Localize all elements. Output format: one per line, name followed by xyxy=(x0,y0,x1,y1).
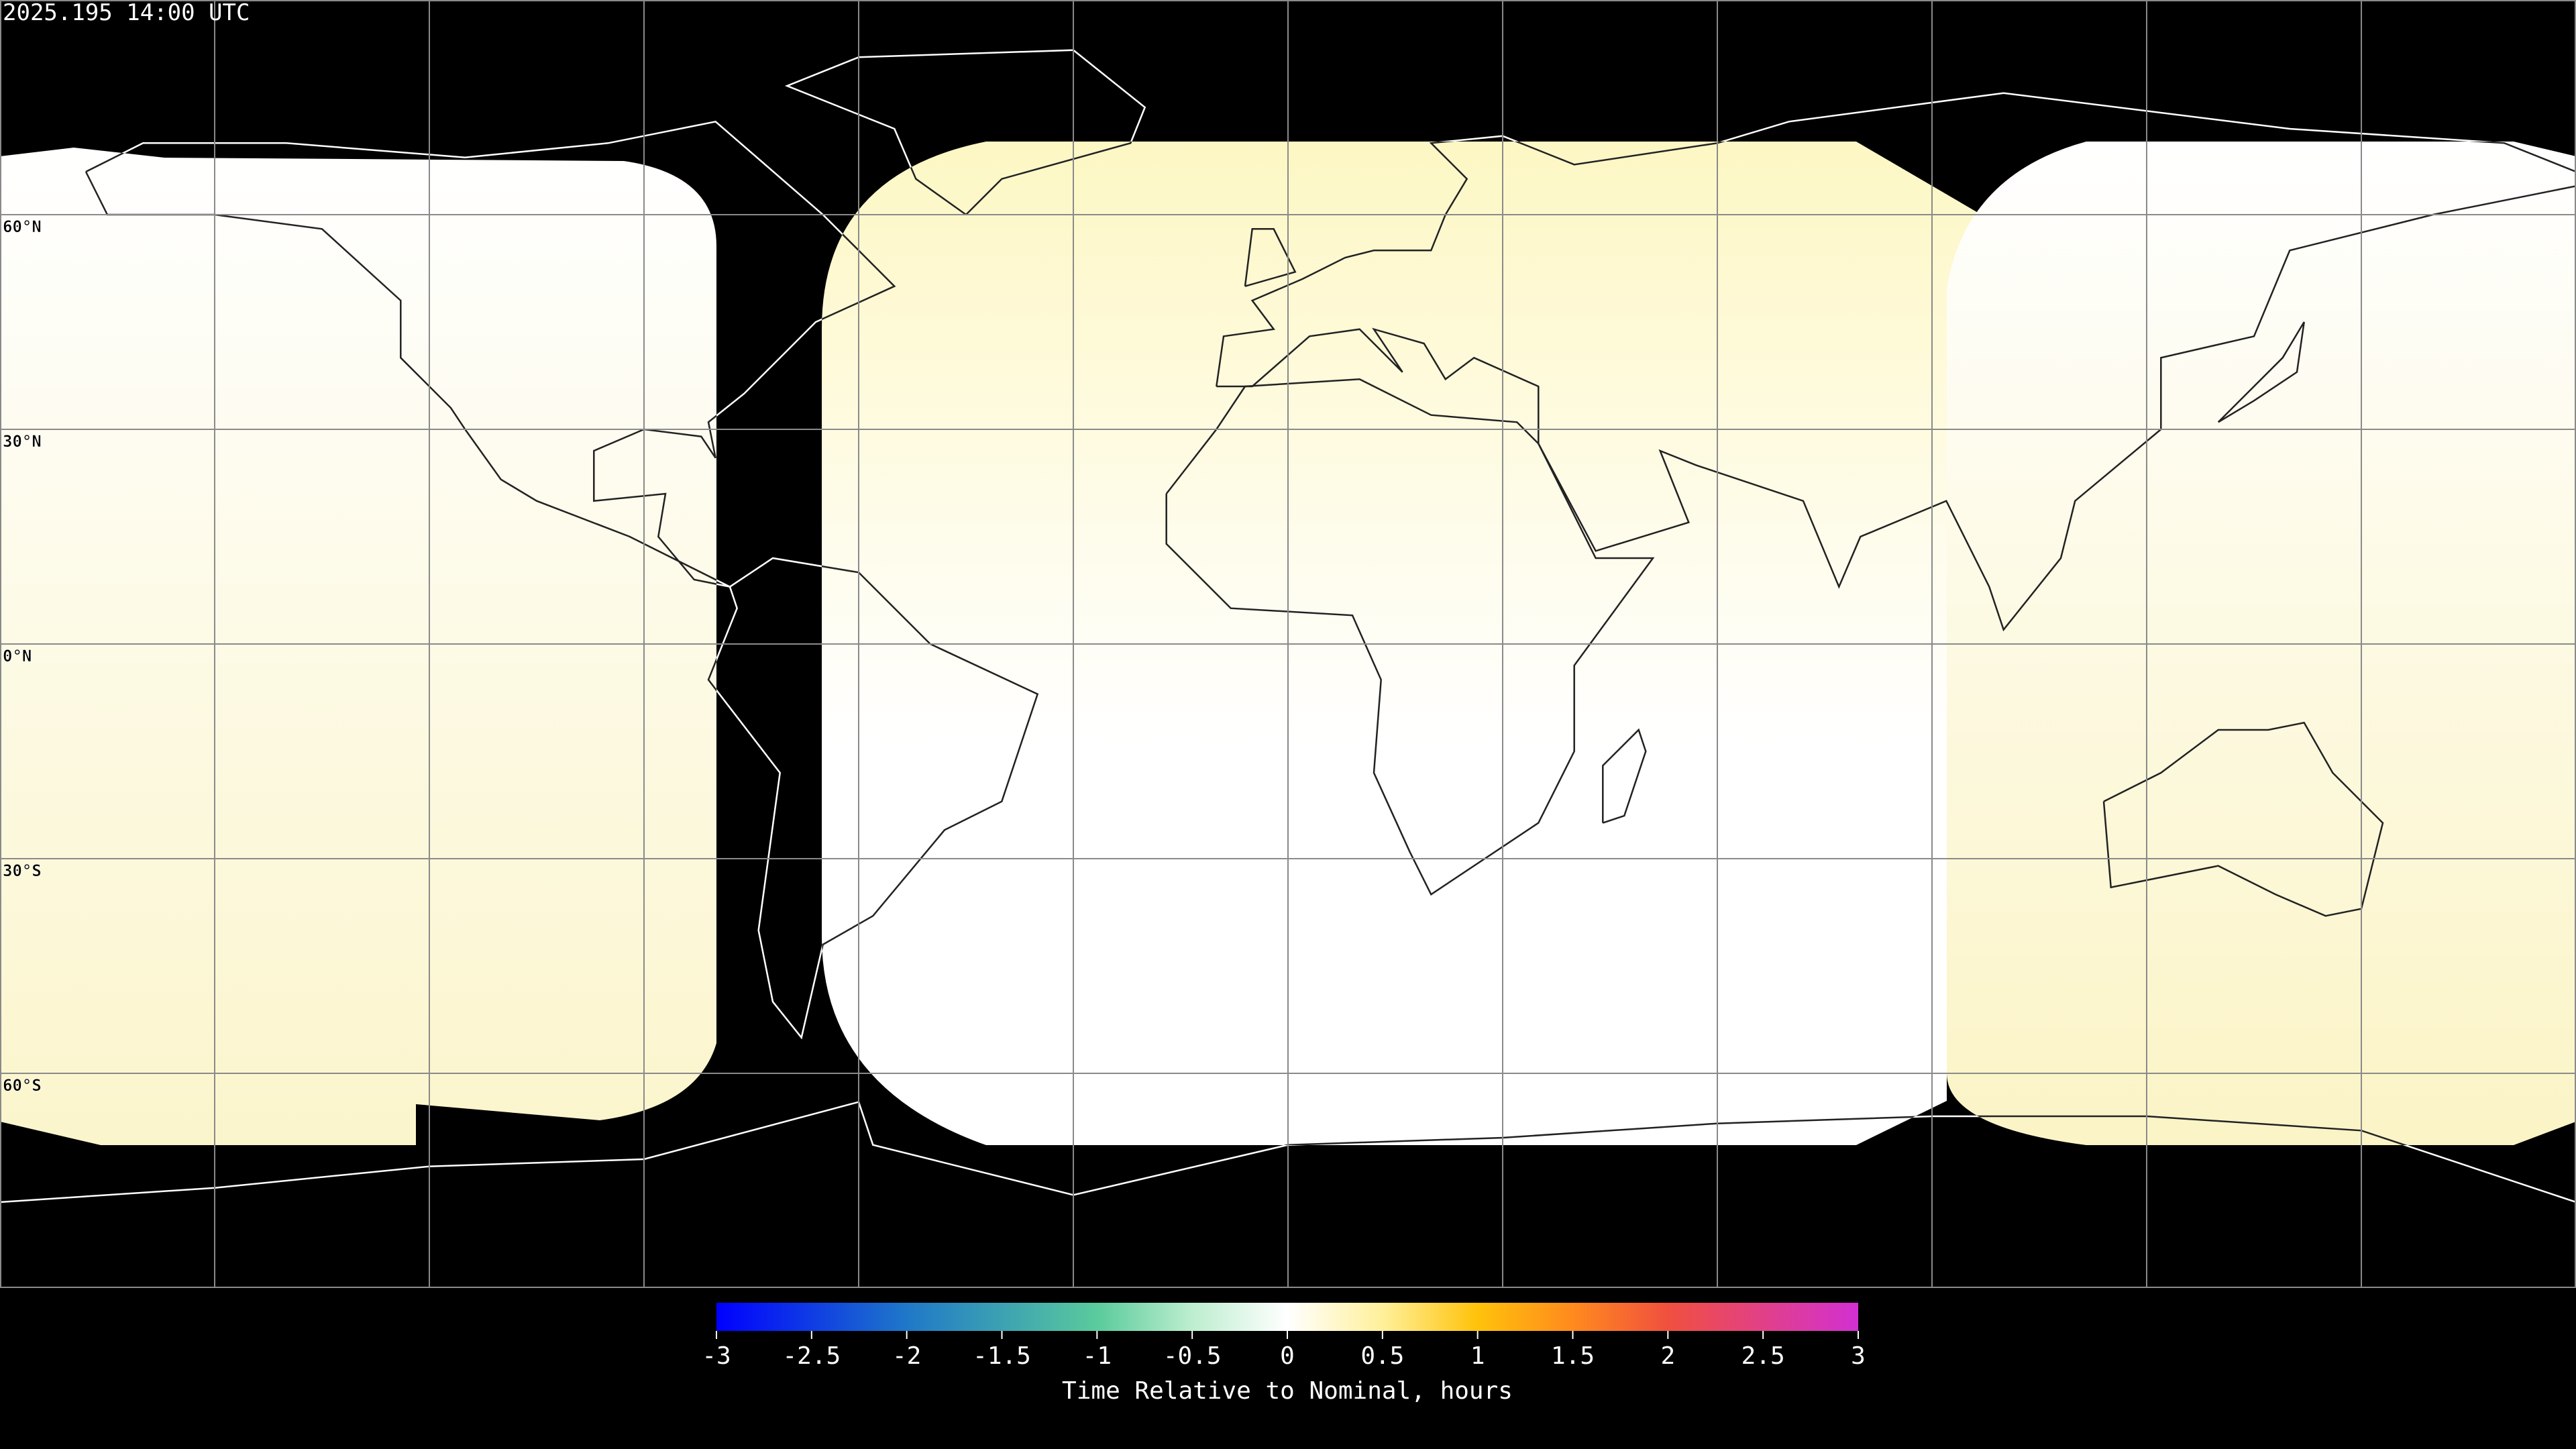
colorbar-tick-label: -3 xyxy=(702,1342,731,1370)
colorbar-tick-label: -2.5 xyxy=(782,1342,841,1370)
colorbar-tick-label: 1 xyxy=(1470,1342,1485,1370)
colorbar-tick-label: 0 xyxy=(1280,1342,1295,1370)
latitude-label: 60°N xyxy=(3,217,42,236)
coverage-west xyxy=(0,148,716,1145)
colorbar-tick-label: -2 xyxy=(892,1342,921,1370)
colorbar-ticks: -3 -2.5 -2 -1.5 -1 -0.5 0 0.5 1 1.5 2 2.5 3 xyxy=(702,1331,1866,1370)
timestamp: 2025.195 14:00 UTC xyxy=(3,0,250,26)
colorbar-tick-label: 0.5 xyxy=(1360,1342,1404,1370)
coastline xyxy=(1244,228,1297,287)
coastline xyxy=(0,1101,2576,1145)
colorbar xyxy=(716,1303,1858,1331)
colorbar-tick-label: 2.5 xyxy=(1741,1342,1785,1370)
latitude-label: 30°S xyxy=(3,861,42,880)
latitude-label: 30°N xyxy=(3,432,42,451)
coastline xyxy=(1216,142,2576,387)
colorbar-tick-label: 2 xyxy=(1660,1342,1675,1370)
latitude-label: 60°S xyxy=(3,1076,42,1095)
colorbar-tick-label: 1.5 xyxy=(1551,1342,1595,1370)
colorbar-tick-label: 3 xyxy=(1851,1342,1866,1370)
graticule xyxy=(0,0,2576,1288)
colorbar-tick-label: -0.5 xyxy=(1163,1342,1222,1370)
coastline xyxy=(1216,185,2576,632)
latitude-label: 0°N xyxy=(3,647,32,665)
colorbar-tick-label: -1 xyxy=(1083,1342,1112,1370)
map-border xyxy=(0,0,2576,1288)
colorbar-tick-label: -1.5 xyxy=(973,1342,1031,1370)
coastline xyxy=(2217,321,2305,423)
coastline xyxy=(1602,728,1647,824)
colorbar-label: Time Relative to Nominal, hours xyxy=(1062,1377,1513,1405)
coastline xyxy=(2102,721,2384,917)
coastline xyxy=(1165,378,1655,896)
latitude-labels: 60°N 30°N 0°N 30°S 60°S xyxy=(3,217,42,1095)
